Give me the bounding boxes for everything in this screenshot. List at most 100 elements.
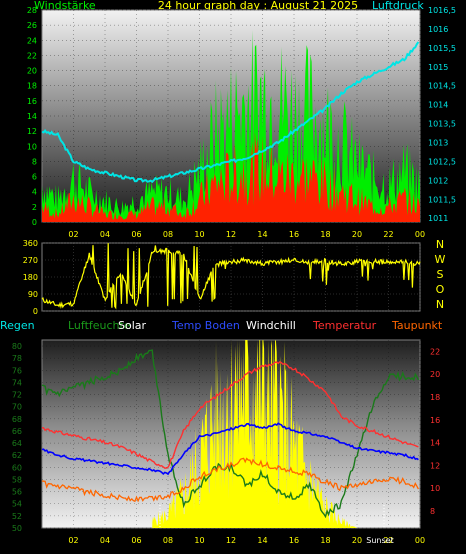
- x-tick-label: 10: [194, 230, 204, 239]
- wind-tick-label: 8: [32, 157, 37, 166]
- x-tick-label: 02: [68, 230, 78, 239]
- legend-soil-temp: Temp Boden: [171, 319, 240, 332]
- pressure-tick-label: 1015: [428, 63, 448, 72]
- compass-label: W: [435, 253, 446, 266]
- x-tick-label: 00: [415, 230, 425, 239]
- x-tick-label: 14: [257, 536, 267, 545]
- pressure-tick-label: 1013,5: [428, 120, 456, 129]
- legend-temperature: Temperatur: [312, 319, 377, 332]
- climate-series: [41, 340, 420, 528]
- x-tick-label: 06: [131, 230, 141, 239]
- humidity-tick-label: 52: [12, 512, 22, 521]
- humidity-tick-label: 56: [12, 488, 22, 497]
- x-tick-label: 22: [383, 536, 393, 545]
- humidity-tick-label: 76: [12, 366, 22, 375]
- temperature-line: [41, 361, 419, 469]
- compass-label: O: [436, 283, 445, 296]
- wind-direction-line: [41, 243, 421, 310]
- direction-axis-labels: 0 90 180 270 360: [23, 239, 38, 316]
- wind-tick-label: 18: [27, 82, 37, 91]
- wind-tick-label: 24: [27, 36, 37, 45]
- pressure-tick-label: 1012: [428, 176, 448, 185]
- pressure-tick-label: 1016: [428, 25, 448, 34]
- pressure-tick-label: 1015,5: [428, 44, 456, 53]
- direction-tick-label: 90: [28, 290, 38, 299]
- wind-tick-label: 12: [27, 127, 37, 136]
- x-tick-label: 16: [289, 536, 299, 545]
- sunset-label: Sunset: [366, 536, 393, 545]
- pressure-tick-label: 1011,5: [428, 195, 456, 204]
- wind-tick-label: 2: [32, 203, 37, 212]
- header-right: Luftdruck: [372, 0, 424, 12]
- temperature-tick-label: 14: [430, 439, 440, 448]
- pressure-line: [41, 41, 420, 184]
- x-tick-label: 20: [352, 536, 362, 545]
- temperature-tick-label: 16: [430, 416, 440, 425]
- x-tick-label: 02: [68, 536, 78, 545]
- pressure-tick-label: 1013: [428, 139, 448, 148]
- wind-pressure-series: [41, 29, 420, 223]
- x-tick-label: 10: [194, 536, 204, 545]
- x-tick-label: 14: [257, 230, 267, 239]
- wind-tick-label: 6: [32, 173, 37, 182]
- humidity-tick-label: 58: [12, 475, 22, 484]
- pressure-axis-labels: 1011 1011,5 1012 1012,5 1013 1013,5 1014 1014,5…: [428, 6, 456, 223]
- pressure-tick-label: 1014: [428, 101, 448, 110]
- direction-tick-label: 270: [23, 256, 38, 265]
- temperature-tick-label: 8: [430, 507, 435, 516]
- humidity-axis-labels: 50 52 54 56 58 60 62 64 66 68 70 72 74 76 78 80: [12, 342, 22, 533]
- x-tick-label: 12: [226, 536, 236, 545]
- soil-temp-line: [41, 422, 419, 476]
- header-left: Windstärke: [34, 0, 96, 12]
- wind-direction-series: [41, 243, 421, 310]
- direction-tick-label: 0: [33, 307, 38, 316]
- humidity-tick-label: 54: [12, 500, 22, 509]
- x-tick-label: 04: [100, 230, 110, 239]
- x-tick-label: 00: [415, 536, 425, 545]
- x-tick-label: 06: [131, 536, 141, 545]
- wind-tick-label: 26: [27, 21, 37, 30]
- wind-tick-label: 16: [27, 97, 37, 106]
- wind-tick-label: 22: [27, 51, 37, 60]
- temperature-tick-label: 10: [430, 484, 440, 493]
- x-tick-label: 18: [320, 230, 330, 239]
- humidity-tick-label: 68: [12, 415, 22, 424]
- climate-x-axis-labels: 02 04 06 08 10 12 14 16 18 20 22 00: [68, 536, 425, 545]
- wind-tick-label: 14: [27, 112, 37, 121]
- humidity-tick-label: 60: [12, 463, 22, 472]
- climate-legend: Regen Luftfeuchte Solar Temp Boden Windc…: [0, 319, 443, 332]
- x-tick-label: 18: [320, 536, 330, 545]
- wind-tick-label: 20: [27, 67, 37, 76]
- temperature-axis-labels: 8 10 12 14 16 18 20 22: [430, 347, 440, 516]
- legend-dewpoint: Taupunkt: [391, 319, 443, 332]
- wind-tick-label: 28: [27, 6, 37, 15]
- pressure-tick-label: 1016,5: [428, 6, 456, 15]
- pressure-tick-label: 1011: [428, 214, 448, 223]
- wind-x-axis-labels: 02 04 06 08 10 12 14 16 18 20 22 00: [68, 230, 425, 239]
- humidity-tick-label: 80: [12, 342, 22, 351]
- humidity-tick-label: 70: [12, 403, 22, 412]
- legend-rain: Regen: [0, 319, 35, 332]
- dewpoint-line: [41, 457, 419, 503]
- temperature-tick-label: 12: [430, 461, 440, 470]
- x-tick-label: 08: [163, 536, 173, 545]
- humidity-tick-label: 78: [12, 354, 22, 363]
- temperature-tick-label: 22: [430, 347, 440, 356]
- pressure-tick-label: 1012,5: [428, 157, 456, 166]
- compass-label: N: [436, 298, 444, 311]
- legend-windchill: Windchill: [246, 319, 296, 332]
- compass-label: N: [436, 238, 444, 251]
- compass-label: S: [437, 268, 444, 281]
- legend-solar: Solar: [118, 319, 147, 332]
- header-title: 24 hour graph day : August 21 2025: [158, 0, 358, 12]
- solar-area: [152, 340, 373, 528]
- x-tick-label: 20: [352, 230, 362, 239]
- x-tick-label: 04: [100, 536, 110, 545]
- wind-tick-label: 10: [27, 142, 37, 151]
- humidity-tick-label: 64: [12, 439, 22, 448]
- humidity-tick-label: 62: [12, 451, 22, 460]
- humidity-tick-label: 72: [12, 391, 22, 400]
